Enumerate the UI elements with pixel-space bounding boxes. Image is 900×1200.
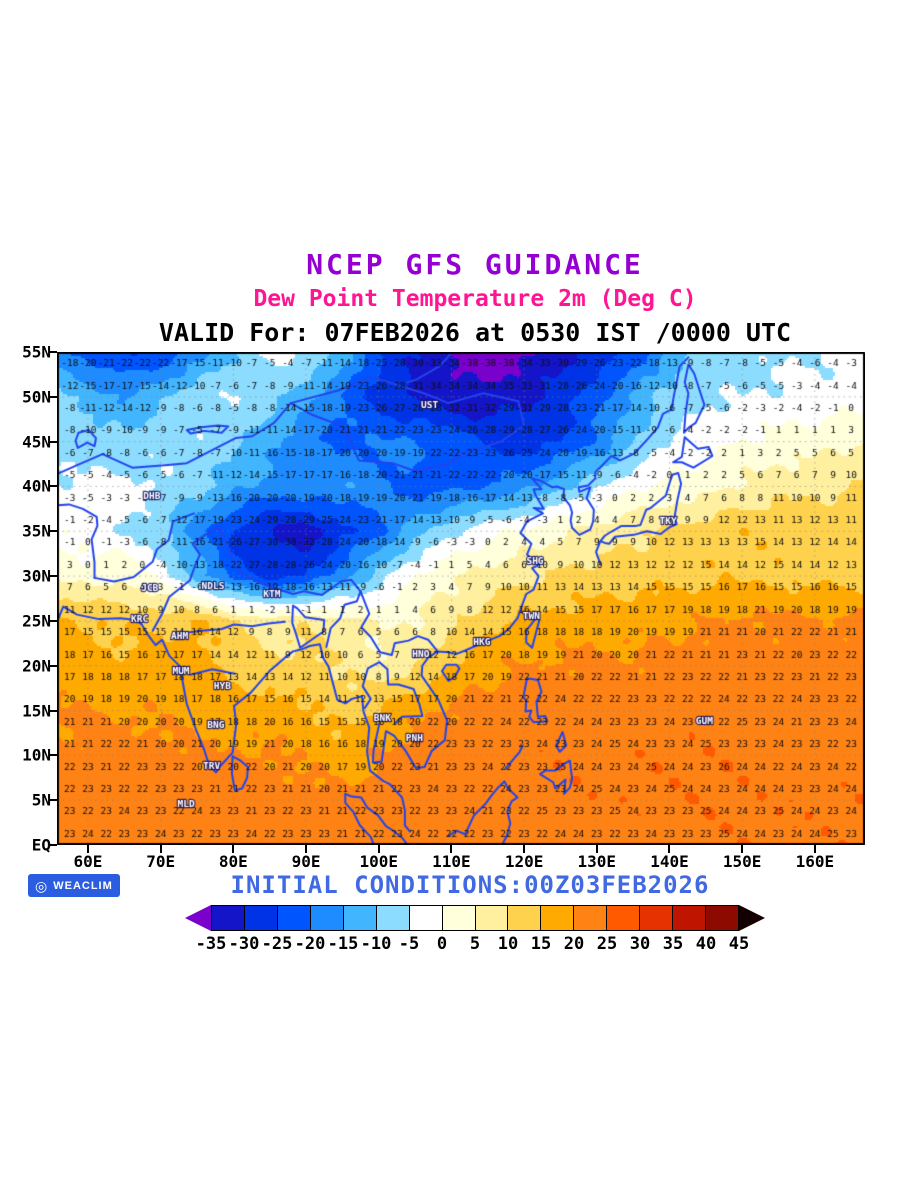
lon-tick-label: 110E (432, 852, 471, 871)
colorbar-segment (343, 906, 377, 930)
lon-tick-label: 60E (73, 852, 103, 871)
lat-tick-mark (49, 799, 57, 802)
colorbar-under-arrow (185, 905, 211, 931)
lat-tick-mark (49, 575, 57, 578)
lat-tick-mark (49, 709, 57, 712)
lat-tick-mark (49, 530, 57, 533)
lat-tick-label: 30N (22, 566, 51, 586)
colorbar-tick-label: 0 (436, 934, 448, 954)
lat-tick-mark (49, 619, 57, 622)
lon-tick-mark (450, 845, 453, 853)
lon-tick-mark (305, 845, 308, 853)
lon-tick-mark (523, 845, 526, 853)
colorbar-tick-label: 30 (629, 934, 651, 954)
init-conditions-line: INITIAL CONDITIONS:00Z03FEB2026 (230, 871, 710, 899)
lat-tick-mark (49, 351, 57, 353)
lon-tick-mark (741, 845, 744, 853)
lon-tick-label: 140E (650, 852, 689, 871)
lat-tick-label: 45N (22, 432, 51, 452)
lon-tick-mark (595, 845, 598, 853)
lat-tick-mark (49, 664, 57, 667)
lat-tick-label: EQ (31, 835, 51, 855)
weaclim-logo-icon: ◎ (35, 877, 49, 894)
lat-tick-label: 15N (22, 701, 51, 721)
lat-tick-label: 50N (22, 387, 51, 407)
colorbar-segment (574, 906, 608, 930)
colorbar-segment (277, 906, 311, 930)
weaclim-logo-text: WEACLIM (53, 879, 113, 892)
colorbar-tick-label: -35 (195, 934, 227, 954)
colorbar-body (211, 905, 739, 931)
colorbar-tick-label: 35 (662, 934, 684, 954)
lat-tick-label: 20N (22, 656, 51, 676)
colorbar-segment (310, 906, 344, 930)
colorbar-segment (607, 906, 641, 930)
colorbar-tick-label: -5 (398, 934, 420, 954)
colorbar-tick-label: 5 (469, 934, 481, 954)
lat-tick-mark (49, 844, 57, 846)
colorbar-tick-label: 25 (596, 934, 618, 954)
colorbar-segment (212, 906, 245, 930)
colorbar-tick-label: -30 (228, 934, 260, 954)
lon-tick-label: 160E (795, 852, 835, 871)
colorbar-segment (244, 906, 278, 930)
valid-time-line: VALID For: 07FEB2026 at 0530 IST /0000 U… (158, 318, 792, 347)
colorbar-segment (541, 906, 575, 930)
colorbar-tick-label: -25 (261, 934, 293, 954)
lon-tick-label: 120E (504, 852, 544, 871)
lon-tick-label: 90E (291, 852, 321, 871)
colorbar-segment (706, 906, 738, 930)
lat-tick-mark (49, 395, 57, 398)
dewpoint-map-canvas (57, 352, 865, 845)
lon-tick-mark (86, 845, 89, 853)
lon-tick-label: 70E (146, 852, 176, 871)
colorbar-segment (475, 906, 509, 930)
lat-tick-label: 40N (22, 476, 51, 496)
lat-tick-label: 35N (22, 521, 51, 541)
lat-tick-mark (49, 440, 57, 443)
colorbar-tick-label: -10 (360, 934, 392, 954)
lat-tick-label: 25N (22, 611, 51, 631)
colorbar-tick-label: 15 (530, 934, 552, 954)
colorbar-tick-label: -20 (294, 934, 326, 954)
colorbar-segment (508, 906, 542, 930)
colorbar-tick-label: -15 (327, 934, 359, 954)
lat-tick-label: 5N (31, 790, 51, 810)
colorbar-segment (673, 906, 707, 930)
colorbar-segment (376, 906, 410, 930)
colorbar-segment (640, 906, 674, 930)
lon-tick-label: 100E (359, 852, 398, 871)
colorbar-segment (442, 906, 476, 930)
lon-tick-mark (232, 845, 235, 853)
colorbar (185, 905, 765, 931)
lat-tick-mark (49, 754, 57, 757)
colorbar-tick-label: 40 (695, 934, 717, 954)
field-subtitle: Dew Point Temperature 2m (Deg C) (253, 286, 697, 312)
lon-tick-label: 150E (722, 852, 762, 871)
product-title: NCEP GFS GUIDANCE (306, 248, 644, 281)
colorbar-tick-label: 45 (728, 934, 750, 954)
colorbar-tick-label: 20 (563, 934, 585, 954)
lat-tick-label: 55N (22, 342, 51, 362)
lon-tick-label: 80E (218, 852, 248, 871)
lon-tick-label: 130E (577, 852, 617, 871)
lat-tick-label: 10N (22, 745, 51, 765)
colorbar-segment (409, 906, 443, 930)
lon-tick-mark (377, 845, 380, 853)
colorbar-over-arrow (739, 905, 765, 931)
lat-tick-mark (49, 485, 57, 488)
lon-tick-mark (813, 845, 816, 853)
lon-tick-mark (668, 845, 671, 853)
weaclim-logo: ◎ WEACLIM (28, 874, 120, 897)
colorbar-tick-label: 10 (497, 934, 519, 954)
lon-tick-mark (159, 845, 162, 853)
